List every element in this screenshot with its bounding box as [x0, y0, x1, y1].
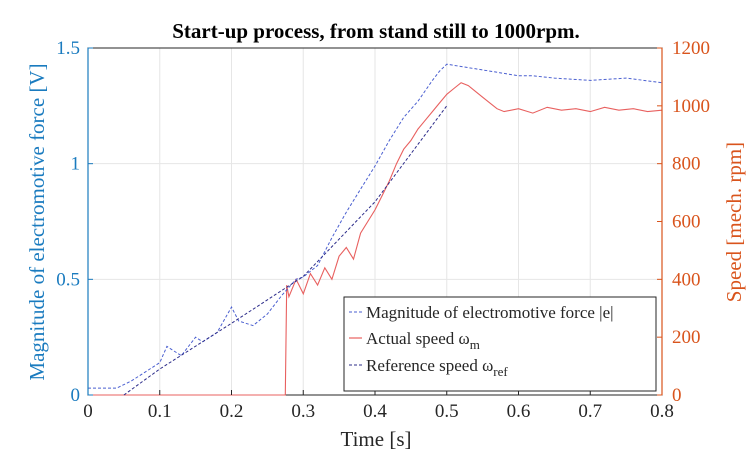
legend-label-reference-main: Reference speed ω — [366, 356, 493, 375]
x-tick-label: 0.2 — [220, 401, 244, 422]
x-tick-label: 0.6 — [507, 401, 531, 422]
legend-label-reference: Reference speed ωref — [366, 356, 508, 379]
legend-label-reference-sub: ref — [493, 364, 508, 379]
series-line-reference-speed — [123, 105, 448, 396]
y-right-tick-label: 1200 — [672, 38, 710, 59]
series-line-actual-speed — [88, 82, 663, 396]
legend-label-actual-main: Actual speed ω — [366, 329, 470, 348]
y-right-tick-label: 400 — [672, 269, 701, 290]
legend: Magnitude of electromotive force |e| Act… — [343, 296, 657, 392]
x-tick-label: 0 — [83, 401, 93, 422]
y-left-tick-label: 0.5 — [56, 269, 80, 290]
x-tick-label: 0.3 — [291, 401, 315, 422]
y-right-tick-label: 0 — [672, 385, 682, 406]
series-line-emf — [88, 63, 663, 389]
x-tick-label: 0.8 — [650, 401, 674, 422]
y-left-tick-label: 0 — [71, 385, 81, 406]
y-right-tick-label: 1000 — [672, 96, 710, 117]
x-tick-label: 0.4 — [363, 401, 387, 422]
series-layer — [88, 63, 663, 396]
chart-title: Start-up process, from stand still to 10… — [172, 19, 580, 43]
y-left-tick-label: 1.5 — [56, 38, 80, 59]
y-right-tick-label: 200 — [672, 327, 701, 348]
legend-label-actual-sub: m — [470, 337, 480, 352]
axis-ticks: 0 0.1 0.2 0.3 0.4 0.5 0.6 0.7 0.800.511.50200400… — [56, 38, 710, 422]
legend-label-actual: Actual speed ωm — [366, 329, 480, 352]
y-left-tick-label: 1 — [71, 154, 81, 175]
legend-box — [343, 296, 657, 392]
x-tick-label: 0.1 — [148, 401, 172, 422]
x-tick-label: 0.7 — [578, 401, 602, 422]
legend-label-emf: Magnitude of electromotive force |e| — [366, 303, 614, 322]
y-axis-right-label: Speed [mech. rpm] — [722, 142, 746, 302]
y-right-tick-label: 600 — [672, 212, 701, 233]
x-tick-label: 0.5 — [435, 401, 459, 422]
y-axis-left-label: Magnitude of electromotive force [V] — [25, 63, 49, 380]
x-axis-label: Time [s] — [341, 427, 412, 451]
y-right-tick-label: 800 — [672, 154, 701, 175]
